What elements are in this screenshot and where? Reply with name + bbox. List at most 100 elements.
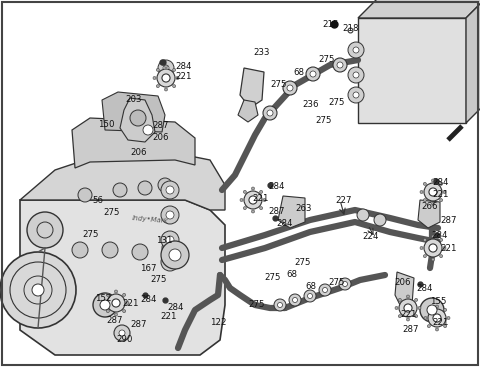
Circle shape [427, 305, 437, 315]
Circle shape [78, 188, 92, 202]
Text: 284: 284 [432, 178, 448, 187]
Circle shape [267, 110, 273, 116]
Circle shape [433, 314, 441, 322]
Circle shape [158, 60, 174, 76]
Circle shape [252, 210, 254, 213]
Circle shape [132, 244, 148, 260]
Circle shape [112, 299, 120, 307]
Text: 287: 287 [106, 316, 122, 325]
Text: 218: 218 [342, 24, 359, 33]
Text: 266: 266 [421, 202, 437, 211]
Circle shape [428, 309, 446, 327]
Circle shape [107, 294, 125, 312]
Text: 284: 284 [416, 284, 432, 293]
Polygon shape [20, 200, 225, 355]
Text: 227: 227 [335, 196, 351, 205]
Text: 221: 221 [432, 318, 448, 327]
Circle shape [161, 231, 179, 249]
Text: 68: 68 [286, 270, 297, 279]
Circle shape [423, 239, 426, 241]
Circle shape [122, 293, 126, 297]
Text: 284: 284 [175, 62, 192, 71]
Text: 150: 150 [98, 120, 115, 129]
Text: 290: 290 [116, 335, 132, 344]
Circle shape [353, 72, 359, 78]
Circle shape [443, 190, 446, 193]
Circle shape [420, 190, 423, 193]
Text: 68: 68 [293, 68, 304, 77]
Circle shape [165, 88, 168, 91]
Text: 275: 275 [294, 258, 311, 267]
Circle shape [115, 313, 118, 316]
Circle shape [415, 315, 418, 317]
Circle shape [161, 206, 179, 224]
Circle shape [166, 186, 174, 194]
Circle shape [243, 207, 246, 210]
Circle shape [243, 190, 246, 193]
Circle shape [93, 293, 117, 317]
Polygon shape [72, 118, 195, 168]
Polygon shape [102, 92, 165, 132]
Polygon shape [278, 196, 305, 228]
Circle shape [166, 211, 174, 219]
Text: 56: 56 [92, 196, 103, 205]
Circle shape [319, 284, 331, 296]
Circle shape [339, 278, 351, 290]
Circle shape [443, 247, 446, 250]
Circle shape [343, 281, 348, 287]
Circle shape [166, 258, 174, 266]
Circle shape [173, 85, 176, 88]
Text: 167: 167 [140, 264, 156, 273]
Circle shape [157, 69, 175, 87]
Text: 275: 275 [315, 116, 332, 125]
Circle shape [158, 178, 172, 192]
Circle shape [420, 247, 423, 250]
Text: 221: 221 [432, 190, 448, 199]
Text: 206: 206 [152, 133, 168, 142]
Text: 68: 68 [305, 282, 316, 291]
Text: 275: 275 [103, 208, 120, 217]
Circle shape [424, 316, 427, 320]
Circle shape [435, 328, 439, 331]
Text: 233: 233 [253, 48, 269, 57]
Circle shape [348, 87, 364, 103]
Circle shape [423, 199, 426, 201]
Circle shape [440, 255, 443, 258]
Text: 221: 221 [122, 299, 139, 308]
Circle shape [424, 239, 442, 257]
Circle shape [24, 276, 52, 304]
Circle shape [292, 298, 298, 302]
Circle shape [277, 302, 283, 308]
Circle shape [263, 199, 266, 201]
Circle shape [122, 310, 126, 313]
Circle shape [249, 196, 257, 204]
Circle shape [423, 182, 426, 185]
Circle shape [165, 65, 168, 68]
Circle shape [119, 330, 125, 336]
Text: 215: 215 [322, 20, 338, 29]
Circle shape [310, 71, 316, 77]
Text: 122: 122 [210, 318, 227, 327]
Circle shape [244, 191, 262, 209]
Circle shape [374, 214, 386, 226]
Circle shape [107, 293, 109, 297]
Text: 275: 275 [270, 80, 287, 89]
Circle shape [424, 183, 442, 201]
Circle shape [432, 258, 434, 261]
Polygon shape [240, 68, 264, 108]
Text: 284: 284 [431, 231, 447, 240]
Circle shape [274, 299, 286, 311]
Circle shape [287, 85, 293, 91]
Circle shape [0, 252, 76, 328]
Circle shape [130, 110, 146, 126]
Circle shape [432, 202, 434, 205]
Circle shape [353, 92, 359, 98]
Circle shape [398, 298, 401, 301]
Circle shape [427, 308, 431, 311]
Text: 287: 287 [152, 121, 168, 130]
Circle shape [260, 190, 263, 193]
Circle shape [176, 76, 179, 80]
Circle shape [153, 76, 156, 80]
Circle shape [169, 249, 181, 261]
Circle shape [252, 187, 254, 190]
